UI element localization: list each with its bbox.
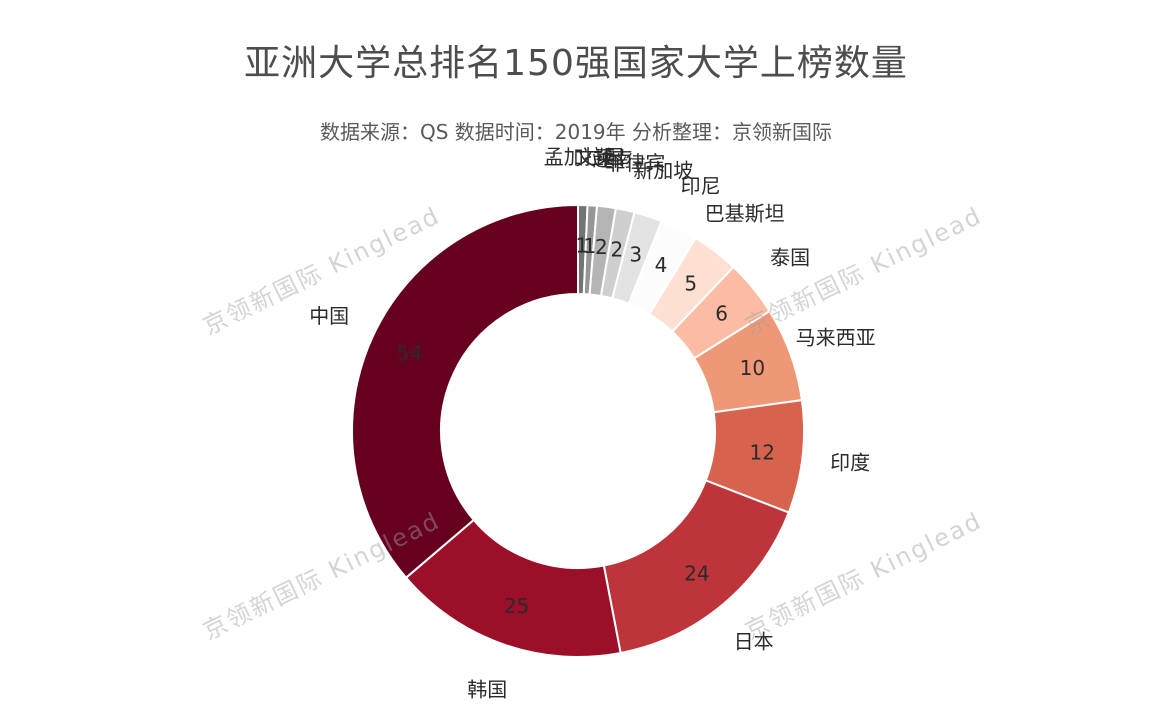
- slice-value: 25: [504, 594, 529, 618]
- slice-label: 新加坡: [633, 159, 693, 183]
- slice-value: 4: [655, 253, 668, 277]
- slice-label: 文莱: [575, 146, 615, 170]
- slice-label: 中国: [309, 304, 349, 328]
- donut-slice: [404, 518, 622, 658]
- slice-label: 越南: [593, 147, 633, 171]
- donut-slice: [351, 203, 579, 580]
- chart-title: 亚洲大学总排名150强国家大学上榜数量: [244, 43, 908, 84]
- slice-value: 54: [397, 341, 422, 365]
- slice-value: 2: [610, 238, 623, 262]
- slice-label: 印度: [830, 451, 870, 475]
- slice-value: 6: [715, 302, 728, 326]
- slice-value: 1: [583, 234, 596, 258]
- slice-label: 孟加拉国: [544, 145, 624, 169]
- slice-label: 菲律宾: [605, 151, 665, 175]
- slice-label: 韩国: [467, 678, 507, 702]
- slice-label: 泰国: [770, 246, 810, 270]
- chart-subtitle: 数据来源：QS 数据时间：2019年 分析整理：京领新国际: [319, 120, 833, 144]
- slice-label: 巴基斯坦: [705, 201, 785, 225]
- slice-value: 10: [740, 356, 765, 380]
- slice-value: 12: [750, 440, 775, 464]
- slice-value: 24: [684, 561, 709, 585]
- slice-label: 马来西亚: [796, 326, 876, 350]
- slice-value: 2: [595, 235, 608, 259]
- slice-label: 印尼: [681, 174, 721, 198]
- slice-value: 5: [684, 272, 697, 296]
- slice-label: 日本: [734, 629, 774, 653]
- slice-value: 1: [576, 234, 589, 258]
- slice-value: 3: [629, 243, 642, 267]
- donut-slices: [351, 203, 805, 658]
